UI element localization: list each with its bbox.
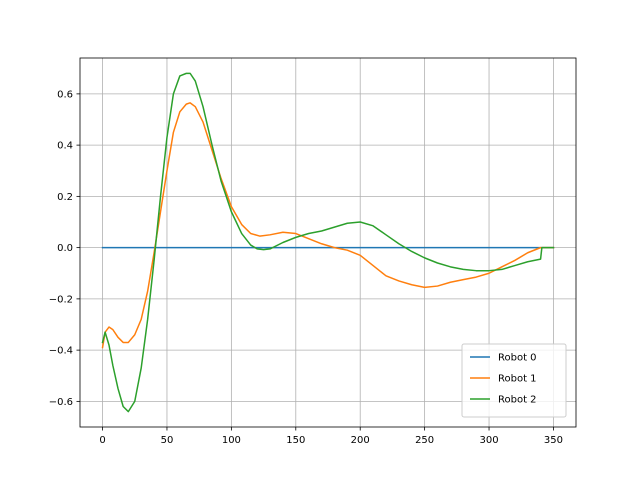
- y-tick-label: 0.6: [57, 89, 73, 100]
- x-tick-label: 50: [161, 435, 174, 446]
- y-tick-label: 0.2: [57, 192, 73, 203]
- legend-label-robot-2: Robot 2: [498, 395, 537, 406]
- x-tick-label: 100: [222, 435, 241, 446]
- y-tick-label: −0.2: [49, 294, 73, 305]
- plot-frame: [79, 57, 577, 428]
- y-tick-label: −0.6: [49, 397, 73, 408]
- x-tick-label: 300: [479, 435, 498, 446]
- y-tick-label: −0.4: [49, 346, 73, 357]
- legend-label-robot-1: Robot 1: [498, 374, 537, 385]
- x-axis: 0 50 100 150 200 250 300 350: [99, 427, 563, 446]
- series-layer: [101, 72, 555, 413]
- x-tick-label: 350: [544, 435, 563, 446]
- y-tick-label: 0.0: [57, 243, 73, 254]
- legend-label-robot-0: Robot 0: [498, 353, 537, 364]
- series-line-robot-2: [101, 72, 555, 413]
- legend: Robot 0 Robot 1 Robot 2: [461, 343, 567, 418]
- x-tick-label: 200: [351, 435, 370, 446]
- y-tick-label: 0.4: [57, 141, 73, 152]
- series-line-robot-1: [101, 102, 555, 349]
- x-tick-label: 150: [286, 435, 305, 446]
- x-tick-label: 250: [415, 435, 434, 446]
- x-tick-label: 0: [99, 435, 105, 446]
- y-axis: −0.6 −0.4 −0.2 0.0 0.2 0.4 0.6: [49, 89, 80, 408]
